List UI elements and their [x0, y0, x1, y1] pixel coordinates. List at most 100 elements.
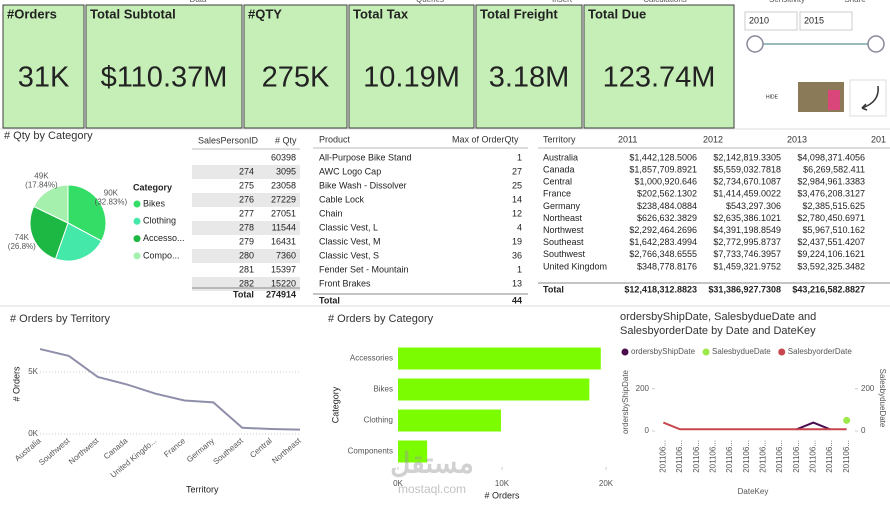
table-header: 2012 — [703, 134, 723, 144]
table-cell: $2,734,670.1087 — [713, 177, 781, 187]
table-cell: Classic Vest, M — [319, 236, 381, 246]
table-cell: $2,292,464.2696 — [629, 225, 697, 235]
table-cell: $5,967,510.162 — [802, 225, 865, 235]
table-cell: 1 — [517, 264, 522, 274]
slider-handle[interactable] — [867, 35, 885, 53]
ribbon-tab[interactable]: Share — [844, 0, 866, 4]
x-tick-label: 201106... — [675, 440, 684, 473]
table-cell: Southwest — [543, 249, 586, 259]
x-axis-title: Territory — [186, 484, 219, 494]
hide-label: HIDE — [766, 94, 779, 100]
y-tick-label: 200 — [636, 384, 650, 393]
table-cell: 13 — [512, 278, 522, 288]
table-total: $31,386,927.7308 — [708, 284, 781, 294]
slicer-start-box[interactable] — [744, 11, 798, 31]
table-total: $12,418,312.8823 — [624, 284, 697, 294]
bar — [398, 440, 428, 463]
table-cell: $626,632.3829 — [637, 213, 697, 223]
x-axis-title: # Orders — [484, 490, 520, 500]
slider-handle[interactable] — [746, 35, 764, 53]
y-tick-label: Bikes — [373, 385, 393, 394]
legend-swatch — [621, 348, 629, 356]
kpi-value: 3.18M — [489, 62, 570, 94]
bar — [398, 347, 601, 370]
kpi-label: #Orders — [7, 6, 57, 21]
table-cell: 4 — [517, 222, 522, 232]
x-tick-label: 201106... — [725, 440, 734, 473]
ribbon-tab[interactable]: Queries — [416, 0, 444, 4]
table-cell: Australia — [543, 152, 578, 162]
arrow-button[interactable] — [849, 79, 887, 117]
y-tick-label: Components — [348, 447, 393, 456]
table-header: Max of OrderQty — [452, 134, 519, 144]
table-cell: 11544 — [272, 222, 296, 232]
table-cell: All-Purpose Bike Stand — [319, 152, 412, 162]
chart-title: # Orders by Category — [328, 313, 434, 325]
table-cell: $1,442,128.5006 — [629, 152, 697, 162]
table-cell: 276 — [239, 194, 254, 204]
row-shade — [192, 165, 300, 179]
kpi-value: 31K — [18, 62, 70, 94]
legend-label: SalesbyorderDate — [788, 347, 853, 356]
ribbon-tab[interactable]: Calculations — [643, 0, 687, 4]
y-tick-label: Clothing — [364, 416, 393, 425]
table-cell: $2,385,515.625 — [802, 201, 865, 211]
table-cell: 15220 — [271, 278, 296, 288]
table-total: Total — [543, 284, 564, 294]
table-cell: 27 — [512, 166, 522, 176]
watermark: مستقل — [390, 447, 474, 478]
table-cell: 277 — [239, 208, 254, 218]
table-cell: Fender Set - Mountain — [319, 264, 409, 274]
table-total: $43,216,582.8827 — [792, 284, 865, 294]
ribbon-tab[interactable]: Data — [190, 0, 207, 4]
table-cell: Classic Vest, S — [319, 250, 379, 260]
legend-swatch — [778, 348, 786, 356]
table-total: Total — [233, 289, 254, 299]
table-cell: 282 — [239, 278, 254, 288]
table-cell: United Kingdom — [543, 261, 607, 271]
slicer-end-box[interactable] — [799, 11, 853, 31]
kpi-label: Total Due — [588, 6, 646, 21]
y-tick-label: 0K — [28, 429, 38, 438]
table-cell: France — [543, 189, 571, 199]
table-cell: Chain — [319, 208, 343, 218]
table-cell: $1,642,283.4994 — [629, 237, 697, 247]
table-cell: $6,269,582.411 — [803, 164, 865, 174]
table-cell: $7,733,746.3957 — [713, 249, 781, 259]
table-cell: $2,635,386.1021 — [713, 213, 781, 223]
table-cell: 16431 — [271, 236, 296, 246]
bar — [398, 409, 501, 432]
table-header: Product — [319, 134, 351, 144]
legend-swatch — [702, 348, 710, 356]
x-tick-label: 201106... — [775, 440, 784, 473]
table-cell: 281 — [239, 264, 254, 274]
series-point — [843, 416, 851, 424]
row-shade — [192, 193, 300, 207]
line-series — [39, 348, 301, 431]
table-cell: 279 — [239, 236, 254, 246]
table-total: 44 — [512, 295, 522, 305]
data-label: 90K (32.83%) — [95, 188, 128, 206]
x-tick-label: 201106... — [808, 440, 817, 473]
table-header: 2013 — [787, 134, 807, 144]
y2-tick-label: 200 — [861, 384, 875, 393]
pie-slice — [67, 184, 107, 242]
y-axis-title: Category — [330, 386, 340, 423]
table-cell: $3,592,325.3482 — [797, 261, 865, 271]
table-cell: $348,778.8176 — [637, 261, 697, 271]
legend-swatch — [133, 235, 141, 243]
ribbon-tab[interactable]: Sensitivity — [769, 0, 805, 4]
y-tick-label: Accessories — [350, 354, 393, 363]
table-cell: Classic Vest, L — [319, 222, 378, 232]
kpi-card — [475, 4, 583, 129]
watermark: mostaql.com — [398, 482, 466, 496]
table-cell: $543,297.306 — [726, 201, 781, 211]
ribbon-tab[interactable]: Insert — [552, 0, 573, 4]
y-axis-title: # Orders — [11, 366, 21, 402]
table-cell: 27229 — [271, 194, 296, 204]
x-tick-label: 201106... — [842, 440, 851, 473]
chart-title: # Orders by Territory — [10, 313, 111, 325]
kpi-card — [2, 4, 85, 129]
table-total: Total — [319, 295, 340, 305]
table-header: # Qty — [275, 135, 297, 145]
